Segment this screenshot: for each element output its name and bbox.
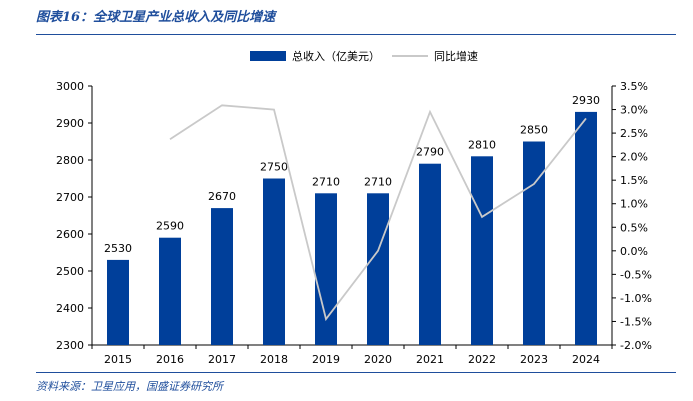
x-axis-tick-label: 2020 bbox=[364, 353, 392, 366]
left-axis-tick-label: 2800 bbox=[56, 154, 84, 167]
bar-2015 bbox=[107, 259, 129, 345]
x-axis-tick-label: 2016 bbox=[156, 353, 184, 366]
bar-data-label: 2710 bbox=[364, 175, 392, 188]
right-axis-tick-label: -2.0% bbox=[620, 339, 652, 352]
bar-data-label: 2530 bbox=[104, 242, 132, 255]
bar-data-label: 2930 bbox=[572, 94, 600, 107]
bar-2022 bbox=[471, 156, 493, 345]
bar-data-label: 2810 bbox=[468, 138, 496, 151]
left-axis-tick-label: 3000 bbox=[56, 80, 84, 93]
bar-data-label: 2790 bbox=[416, 146, 444, 159]
left-axis-tick-label: 2900 bbox=[56, 117, 84, 130]
x-axis-tick-label: 2023 bbox=[520, 353, 548, 366]
bar-2023 bbox=[523, 141, 545, 345]
x-axis-tick-label: 2019 bbox=[312, 353, 340, 366]
right-axis-tick-label: -1.5% bbox=[620, 315, 652, 328]
left-axis-tick-label: 2400 bbox=[56, 302, 84, 315]
right-axis-tick-label: 1.5% bbox=[620, 174, 648, 187]
bar-2017 bbox=[211, 208, 233, 345]
bar-2020 bbox=[367, 193, 389, 345]
right-axis-tick-label: -0.5% bbox=[620, 268, 652, 281]
x-axis-tick-label: 2022 bbox=[468, 353, 496, 366]
right-axis-tick-label: 3.0% bbox=[620, 104, 648, 117]
bar-data-label: 2850 bbox=[520, 124, 548, 137]
right-axis-tick-label: 2.0% bbox=[620, 151, 648, 164]
right-axis-tick-label: -1.0% bbox=[620, 292, 652, 305]
left-axis-tick-label: 2700 bbox=[56, 191, 84, 204]
legend-label-revenue: 总收入（亿美元） bbox=[292, 49, 380, 63]
bar-data-label: 2710 bbox=[312, 175, 340, 188]
legend-swatch-revenue bbox=[250, 51, 286, 61]
x-axis-tick-label: 2017 bbox=[208, 353, 236, 366]
source-note: 资料来源：卫星应用，国盛证券研究所 bbox=[36, 380, 223, 393]
right-axis-tick-label: 0.0% bbox=[620, 245, 648, 258]
right-axis-tick-label: 3.5% bbox=[620, 80, 648, 93]
left-axis-tick-label: 2500 bbox=[56, 265, 84, 278]
bar-data-label: 2750 bbox=[260, 161, 288, 174]
bar-2019 bbox=[315, 193, 337, 345]
x-axis-tick-label: 2018 bbox=[260, 353, 288, 366]
right-axis-tick-label: 1.0% bbox=[620, 198, 648, 211]
left-axis-tick-label: 2300 bbox=[56, 339, 84, 352]
x-axis-tick-label: 2021 bbox=[416, 353, 444, 366]
bar-2021 bbox=[419, 163, 441, 345]
right-axis-tick-label: 0.5% bbox=[620, 221, 648, 234]
bar-data-label: 2590 bbox=[156, 220, 184, 233]
title-rule bbox=[36, 34, 676, 35]
bar-2018 bbox=[263, 178, 285, 345]
figure-title: 图表16：全球卫星产业总收入及同比增速 bbox=[36, 10, 276, 25]
bar-2016 bbox=[159, 237, 181, 345]
bar-data-label: 2670 bbox=[208, 190, 236, 203]
x-axis-tick-label: 2024 bbox=[572, 353, 600, 366]
bar-2024 bbox=[575, 111, 597, 346]
right-axis-tick-label: 2.5% bbox=[620, 127, 648, 140]
legend-label-growth: 同比增速 bbox=[434, 49, 478, 63]
x-axis-tick-label: 2015 bbox=[104, 353, 132, 366]
source-rule bbox=[36, 372, 676, 373]
left-axis-tick-label: 2600 bbox=[56, 228, 84, 241]
